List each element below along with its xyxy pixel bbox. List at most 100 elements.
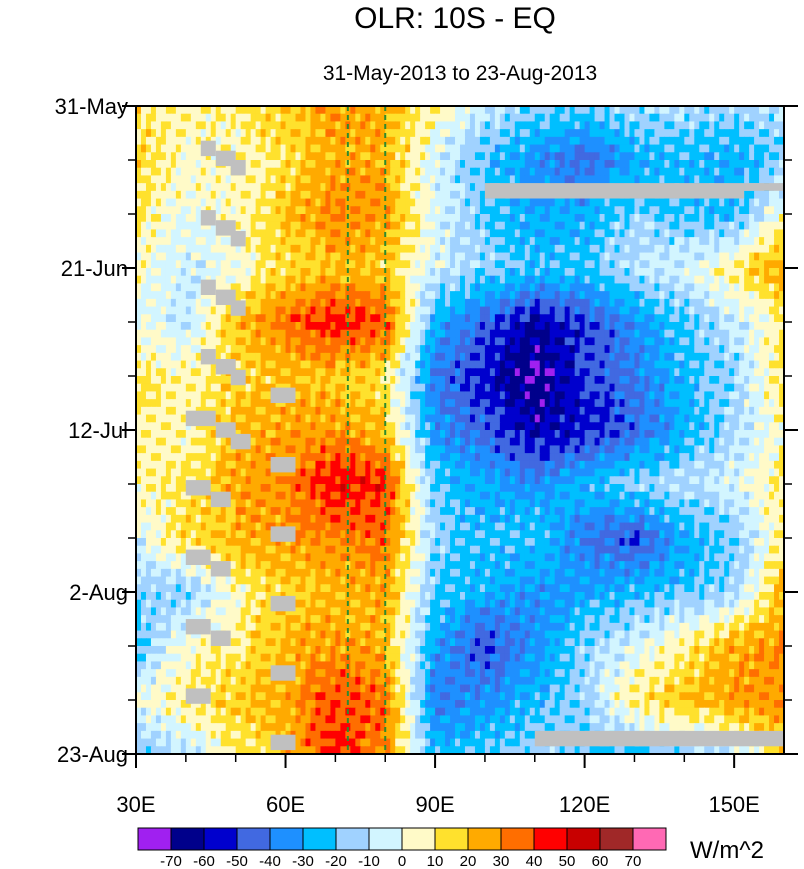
heatmap-cell <box>370 298 376 308</box>
heatmap-cell <box>240 206 247 215</box>
heatmap-cell <box>724 322 730 331</box>
heatmap-cell <box>205 252 212 261</box>
heatmap-cell <box>375 306 381 315</box>
heatmap-cell <box>320 175 327 184</box>
heatmap-cell <box>664 106 670 115</box>
heatmap-cell <box>185 221 192 231</box>
heatmap-cell <box>245 322 252 331</box>
heatmap-cell <box>460 152 466 161</box>
heatmap-cell <box>714 291 720 300</box>
heatmap-cell <box>450 221 456 231</box>
heatmap-cell <box>245 252 252 261</box>
heatmap-cell <box>440 337 446 346</box>
heatmap-cell <box>709 244 715 254</box>
heatmap-cell <box>365 190 371 200</box>
heatmap-cell <box>315 144 322 153</box>
heatmap-cell <box>519 283 526 292</box>
heatmap-cell <box>559 368 566 377</box>
heatmap-cell <box>479 167 486 177</box>
heatmap-cell <box>300 345 307 354</box>
heatmap-cell <box>445 383 451 393</box>
heatmap-cell <box>729 360 735 369</box>
heatmap-cell <box>539 129 546 138</box>
heatmap-cell <box>769 376 775 385</box>
heatmap-cell <box>360 214 366 223</box>
heatmap-cell <box>230 322 237 331</box>
heatmap-cell <box>654 360 660 369</box>
heatmap-cell <box>529 345 536 354</box>
heatmap-cell <box>739 314 745 323</box>
heatmap-cell <box>609 106 616 115</box>
heatmap-cell <box>435 214 441 223</box>
heatmap-cell <box>664 352 670 362</box>
heatmap-cell <box>584 106 591 115</box>
heatmap-cell <box>759 121 765 130</box>
heatmap-cell <box>624 221 631 231</box>
heatmap-cell <box>136 221 142 231</box>
heatmap-cell <box>719 206 725 215</box>
heatmap-cell <box>514 106 521 115</box>
heatmap-cell <box>749 345 755 354</box>
heatmap-cell <box>684 337 690 346</box>
heatmap-cell <box>709 322 715 331</box>
heatmap-cell <box>310 113 317 123</box>
heatmap-cell <box>195 275 202 285</box>
heatmap-cell <box>499 106 506 115</box>
heatmap-cell <box>455 183 461 192</box>
heatmap-cell <box>564 152 571 161</box>
heatmap-cell <box>390 152 396 161</box>
heatmap-cell <box>370 152 376 161</box>
heatmap-cell <box>629 160 636 169</box>
heatmap-cell <box>559 229 566 238</box>
heatmap-cell <box>340 260 346 269</box>
heatmap-cell <box>589 206 596 215</box>
heatmap-cell <box>479 275 486 285</box>
heatmap-cell <box>390 329 396 339</box>
heatmap-cell <box>230 252 237 261</box>
heatmap-cell <box>355 214 361 223</box>
heatmap-cell <box>474 190 481 200</box>
heatmap-cell <box>160 221 167 231</box>
heatmap-cell <box>160 306 167 315</box>
heatmap-cell <box>355 260 361 269</box>
heatmap-cell <box>704 268 710 277</box>
heatmap-cell <box>250 244 257 254</box>
heatmap-cell <box>699 244 705 254</box>
heatmap-cell <box>474 183 481 192</box>
heatmap-cell <box>280 291 287 300</box>
heatmap-cell <box>634 376 641 385</box>
heatmap-cell <box>155 206 162 215</box>
heatmap-cell <box>195 376 202 385</box>
heatmap-cell <box>265 175 272 184</box>
heatmap-cell <box>639 206 646 215</box>
heatmap-cell <box>215 260 222 269</box>
heatmap-cell <box>170 360 177 369</box>
heatmap-cell <box>455 121 461 130</box>
heatmap-cell <box>290 144 297 153</box>
heatmap-cell <box>225 337 232 346</box>
heatmap-cell <box>165 376 172 385</box>
heatmap-cell <box>719 152 725 161</box>
heatmap-cell <box>380 175 386 184</box>
heatmap-cell <box>300 206 307 215</box>
heatmap-cell <box>574 129 581 138</box>
heatmap-cell <box>654 113 660 123</box>
heatmap-cell <box>684 136 690 146</box>
heatmap-cell <box>240 260 247 269</box>
heatmap-cell <box>150 376 157 385</box>
heatmap-cell <box>435 376 441 385</box>
heatmap-cell <box>315 244 322 254</box>
heatmap-cell <box>599 391 606 400</box>
heatmap-cell <box>435 167 441 177</box>
heatmap-cell <box>255 306 262 315</box>
heatmap-cell <box>519 160 526 169</box>
heatmap-cell <box>704 345 710 354</box>
heatmap-cell <box>764 129 770 138</box>
heatmap-cell <box>529 221 536 231</box>
heatmap-cell <box>300 221 307 231</box>
heatmap-cell <box>554 175 561 184</box>
heatmap-cell <box>469 306 476 315</box>
heatmap-cell <box>684 322 690 331</box>
heatmap-cell <box>380 298 386 308</box>
heatmap-cell <box>360 360 366 369</box>
